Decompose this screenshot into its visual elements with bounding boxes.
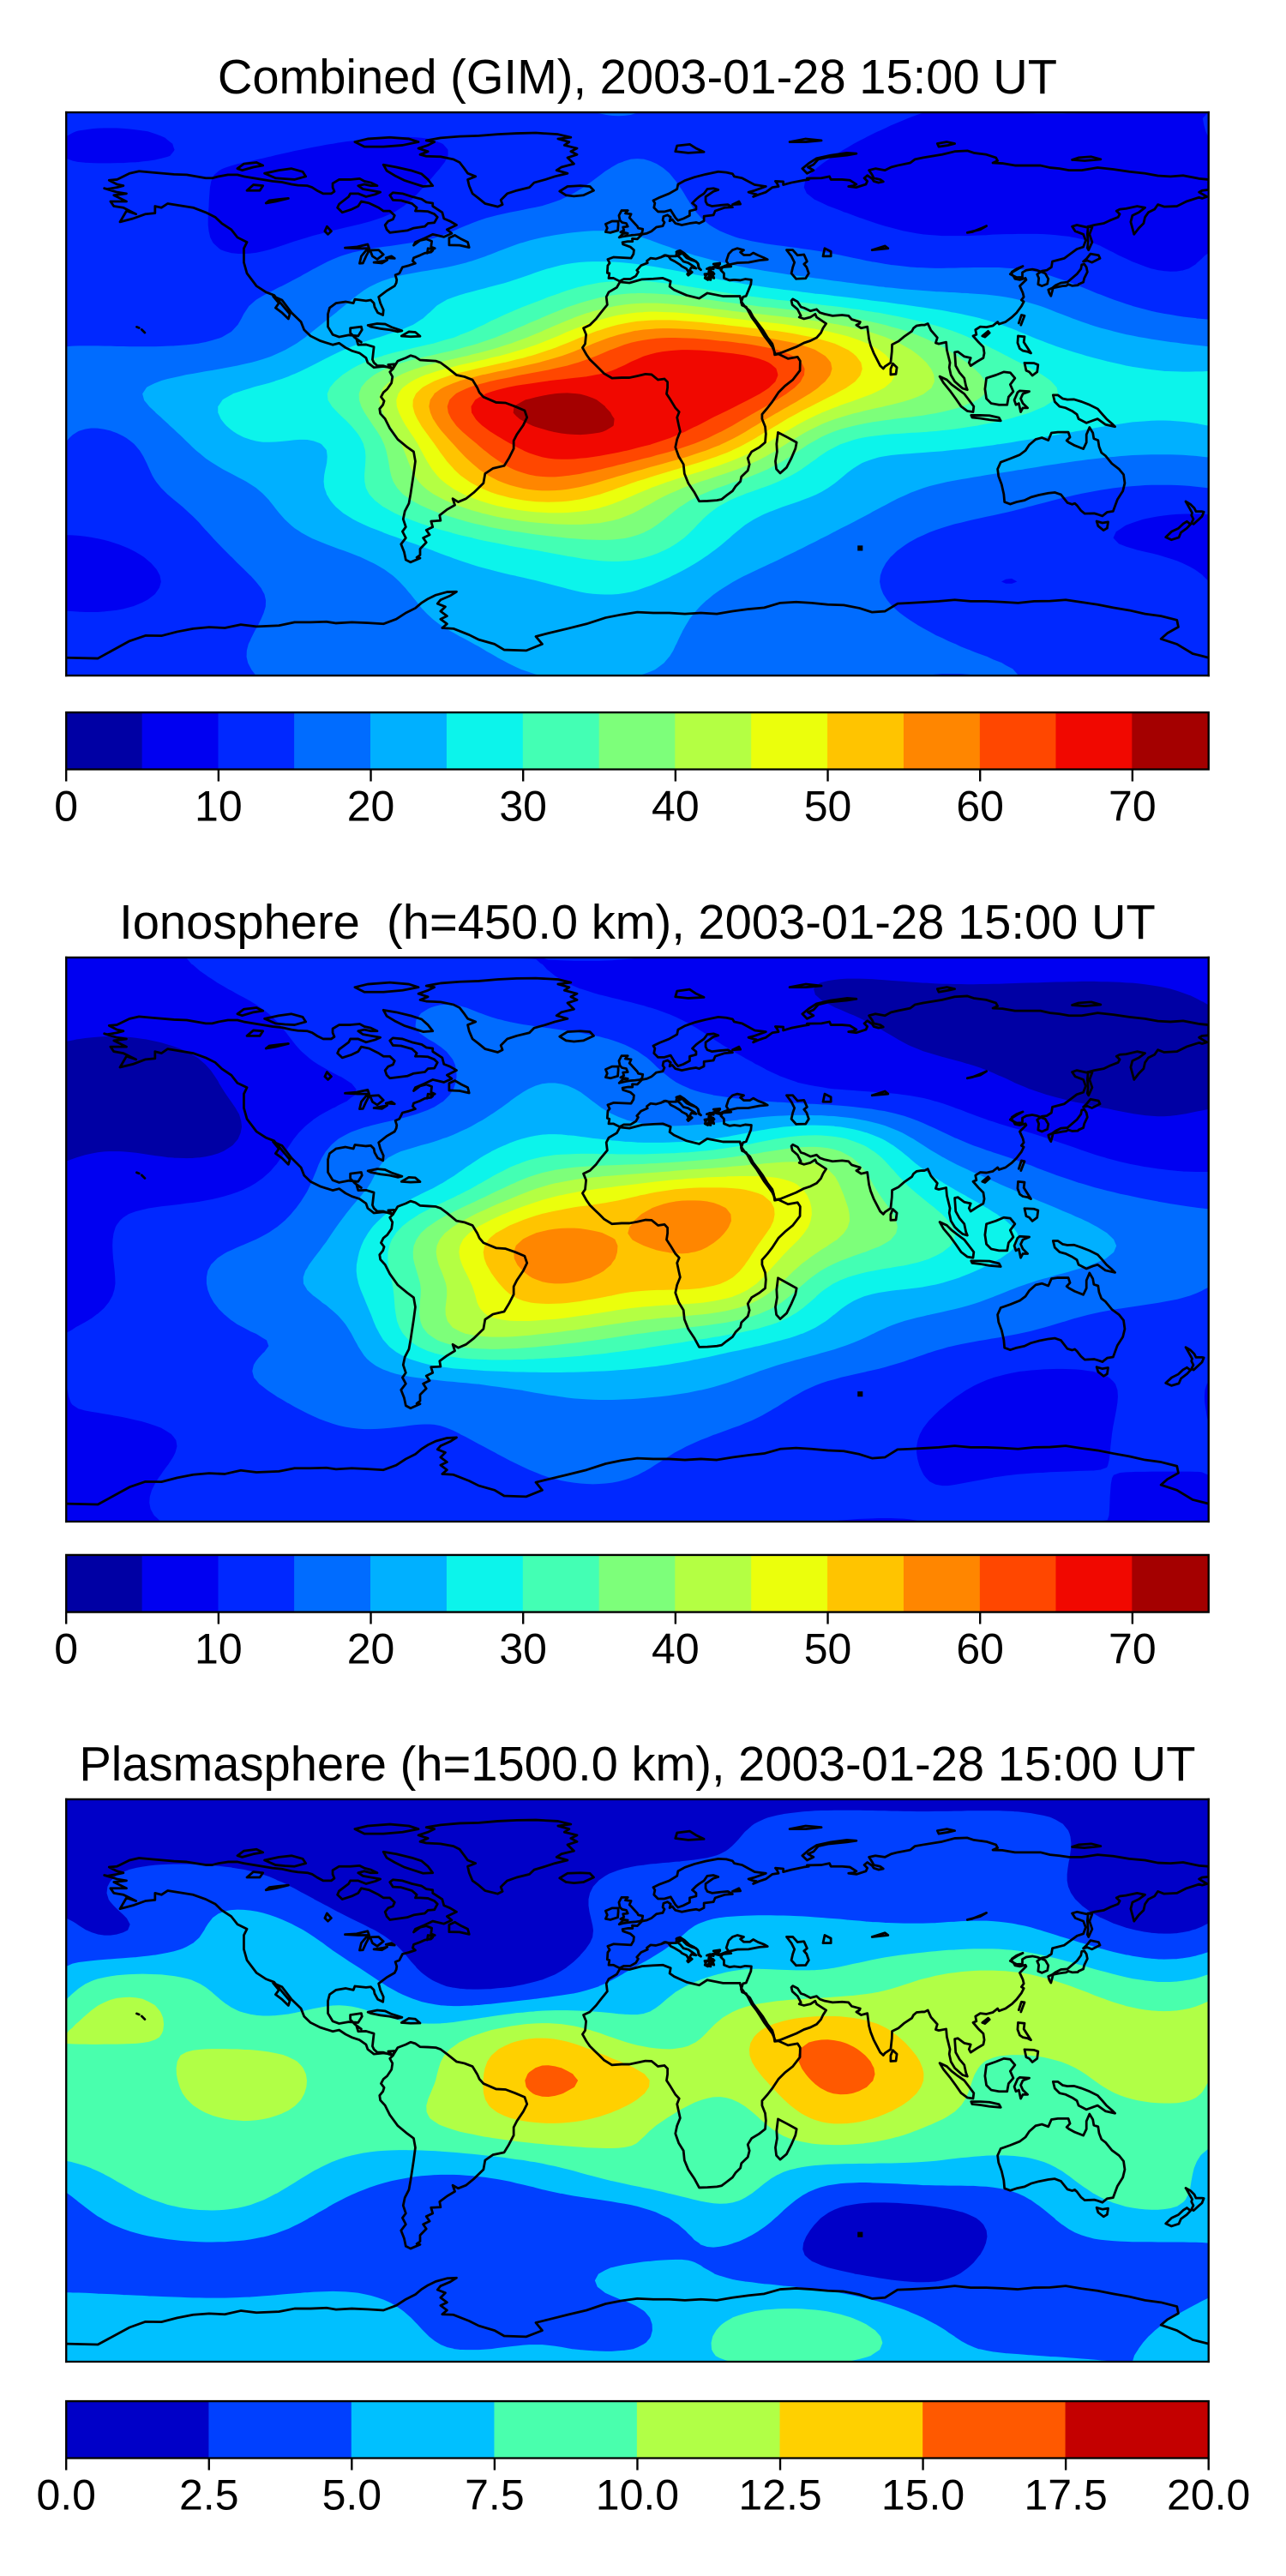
svg-text:0: 0 xyxy=(54,782,78,830)
svg-text:30: 30 xyxy=(499,782,547,830)
svg-text:12.5: 12.5 xyxy=(738,2471,821,2519)
svg-text:50: 50 xyxy=(804,782,852,830)
svg-text:10: 10 xyxy=(195,782,243,830)
svg-text:10.0: 10.0 xyxy=(596,2471,679,2519)
svg-text:20: 20 xyxy=(347,1624,395,1672)
svg-text:Combined (GIM), 2003-01-28 15:: Combined (GIM), 2003-01-28 15:00 UT xyxy=(218,50,1057,104)
svg-text:20.0: 20.0 xyxy=(1167,2471,1250,2519)
svg-text:15.0: 15.0 xyxy=(881,2471,964,2519)
svg-text:0: 0 xyxy=(54,1624,78,1672)
svg-text:17.5: 17.5 xyxy=(1024,2471,1107,2519)
svg-text:Ionosphere (h=450.0 km), 2003: Ionosphere (h=450.0 km), 2003-01-28 15:0… xyxy=(119,895,1156,949)
svg-text:Plasmasphere (h=1500.0 km), 20: Plasmasphere (h=1500.0 km), 2003-01-28 1… xyxy=(79,1737,1195,1791)
svg-text:60: 60 xyxy=(956,1624,1004,1672)
svg-text:70: 70 xyxy=(1109,782,1157,830)
svg-text:2.5: 2.5 xyxy=(179,2471,239,2519)
svg-text:40: 40 xyxy=(652,1624,700,1672)
svg-text:50: 50 xyxy=(804,1624,852,1672)
svg-text:30: 30 xyxy=(499,1624,547,1672)
svg-text:7.5: 7.5 xyxy=(465,2471,525,2519)
svg-text:70: 70 xyxy=(1109,1624,1157,1672)
svg-text:40: 40 xyxy=(652,782,700,830)
svg-text:60: 60 xyxy=(956,782,1004,830)
svg-text:10: 10 xyxy=(195,1624,243,1672)
svg-text:20: 20 xyxy=(347,782,395,830)
svg-text:5.0: 5.0 xyxy=(322,2471,382,2519)
svg-text:0.0: 0.0 xyxy=(36,2471,96,2519)
